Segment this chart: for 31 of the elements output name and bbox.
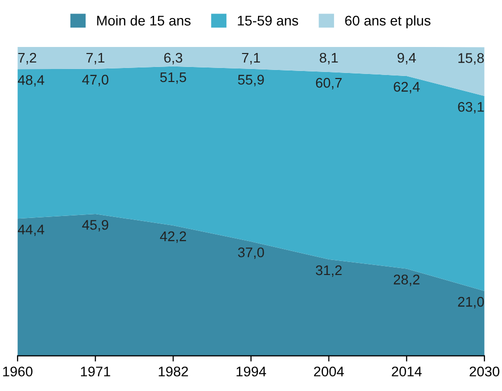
data-label: 9,4: [398, 52, 416, 64]
data-label: 21,0: [458, 296, 484, 308]
data-label: 62,4: [394, 82, 420, 94]
x-tick-label: 2014: [392, 366, 422, 376]
data-label: 60,7: [316, 78, 342, 90]
data-label: 42,2: [160, 231, 186, 243]
x-tick-label: 2030: [470, 366, 500, 376]
data-label: 45,9: [82, 220, 108, 232]
data-label: 8,1: [320, 52, 338, 64]
data-label: 28,2: [394, 274, 420, 286]
data-label: 47,0: [82, 74, 108, 86]
data-label: 63,1: [458, 102, 484, 114]
data-label: 44,4: [18, 224, 44, 236]
legend-label: 60 ans et plus: [345, 15, 430, 28]
x-tick-label: 2004: [314, 366, 344, 376]
data-label: 37,0: [238, 247, 264, 259]
data-label: 31,2: [316, 265, 342, 277]
data-label: 48,4: [18, 75, 44, 87]
data-label: 6,3: [164, 52, 182, 64]
data-label: 7,2: [18, 52, 36, 64]
data-label: 55,9: [238, 74, 264, 86]
x-tick-label: 1994: [236, 366, 266, 376]
data-label: 7,1: [242, 52, 260, 64]
legend-label: Moin de 15 ans: [97, 15, 191, 26]
x-tick-label: 1971: [80, 366, 110, 376]
data-label: 7,1: [86, 52, 104, 64]
data-label: 51,5: [160, 72, 186, 84]
x-tick-label: 1982: [158, 366, 188, 376]
data-label: 15,8: [458, 53, 484, 65]
legend-label: 15-59 ans: [238, 16, 298, 26]
x-tick-label: 1960: [3, 366, 32, 376]
